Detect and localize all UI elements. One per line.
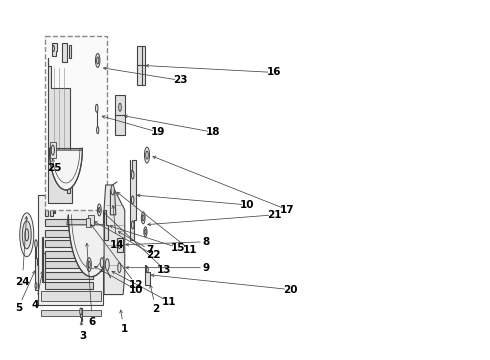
Bar [45, 261, 93, 268]
Circle shape [35, 240, 37, 248]
Circle shape [145, 147, 149, 163]
Bar [45, 209, 49, 216]
Circle shape [145, 229, 146, 234]
Polygon shape [52, 42, 57, 57]
Circle shape [35, 283, 37, 289]
Text: 13: 13 [157, 265, 172, 275]
Polygon shape [67, 215, 116, 276]
Bar [54, 209, 55, 213]
Circle shape [141, 212, 145, 224]
Circle shape [51, 145, 54, 155]
Text: 4: 4 [32, 300, 39, 310]
Polygon shape [49, 148, 82, 190]
Circle shape [118, 241, 121, 249]
Text: 11: 11 [183, 245, 197, 255]
Bar [86, 218, 90, 227]
Text: 23: 23 [173, 75, 188, 85]
Text: 8: 8 [202, 237, 210, 247]
Text: 12: 12 [129, 280, 143, 289]
Text: 1: 1 [121, 324, 128, 334]
Circle shape [87, 258, 91, 272]
Text: 21: 21 [267, 210, 281, 220]
Polygon shape [101, 255, 103, 271]
Bar [45, 230, 93, 237]
Circle shape [96, 104, 98, 112]
Circle shape [142, 215, 144, 221]
Text: 2: 2 [152, 305, 160, 315]
Text: 19: 19 [151, 127, 165, 137]
Text: 22: 22 [146, 250, 161, 260]
Circle shape [80, 308, 82, 315]
Bar [69, 45, 72, 58]
Text: 25: 25 [47, 163, 61, 173]
Bar [115, 95, 125, 135]
Circle shape [105, 259, 109, 271]
Bar [117, 238, 122, 252]
Text: 15: 15 [171, 243, 185, 253]
Circle shape [147, 267, 148, 273]
Polygon shape [48, 58, 72, 203]
Polygon shape [35, 240, 38, 289]
Text: 17: 17 [280, 205, 295, 215]
Bar [45, 272, 93, 279]
Text: 7: 7 [146, 245, 153, 255]
Bar [41, 291, 101, 301]
Circle shape [52, 45, 54, 51]
Circle shape [111, 185, 114, 195]
Polygon shape [104, 185, 125, 294]
Polygon shape [79, 307, 82, 321]
Polygon shape [146, 265, 150, 285]
Text: 6: 6 [89, 318, 96, 328]
Bar [41, 310, 101, 316]
Circle shape [131, 171, 134, 179]
Circle shape [98, 204, 101, 216]
Circle shape [25, 229, 29, 241]
Circle shape [98, 207, 100, 212]
Bar [49, 209, 53, 216]
Text: 5: 5 [15, 302, 22, 312]
Text: 3: 3 [79, 332, 86, 341]
Polygon shape [42, 237, 45, 282]
Circle shape [118, 263, 121, 273]
Circle shape [97, 127, 99, 134]
Text: 18: 18 [206, 127, 220, 137]
Bar [45, 36, 107, 210]
Bar [45, 240, 93, 247]
Text: 14: 14 [109, 240, 124, 250]
Circle shape [119, 103, 121, 111]
Circle shape [96, 54, 100, 67]
Circle shape [97, 57, 99, 64]
Circle shape [131, 221, 134, 229]
Polygon shape [130, 160, 136, 240]
Polygon shape [104, 210, 108, 240]
Bar [138, 45, 146, 85]
Bar [89, 215, 94, 225]
Bar [49, 142, 56, 158]
Circle shape [88, 261, 90, 268]
Circle shape [23, 221, 31, 249]
Text: 20: 20 [283, 284, 297, 294]
Text: 11: 11 [161, 297, 176, 306]
Circle shape [146, 151, 148, 159]
Text: 24: 24 [15, 276, 29, 287]
Bar [45, 219, 93, 226]
Bar [45, 282, 93, 289]
Bar [62, 42, 67, 62]
Text: 10: 10 [240, 200, 254, 210]
Text: 10: 10 [129, 284, 143, 294]
Circle shape [131, 196, 134, 204]
Polygon shape [110, 190, 116, 215]
Bar [38, 195, 103, 305]
Circle shape [144, 227, 147, 237]
Text: 16: 16 [267, 67, 281, 77]
Circle shape [100, 258, 103, 268]
Text: 9: 9 [202, 263, 209, 273]
Circle shape [20, 213, 34, 257]
Bar [45, 251, 93, 258]
